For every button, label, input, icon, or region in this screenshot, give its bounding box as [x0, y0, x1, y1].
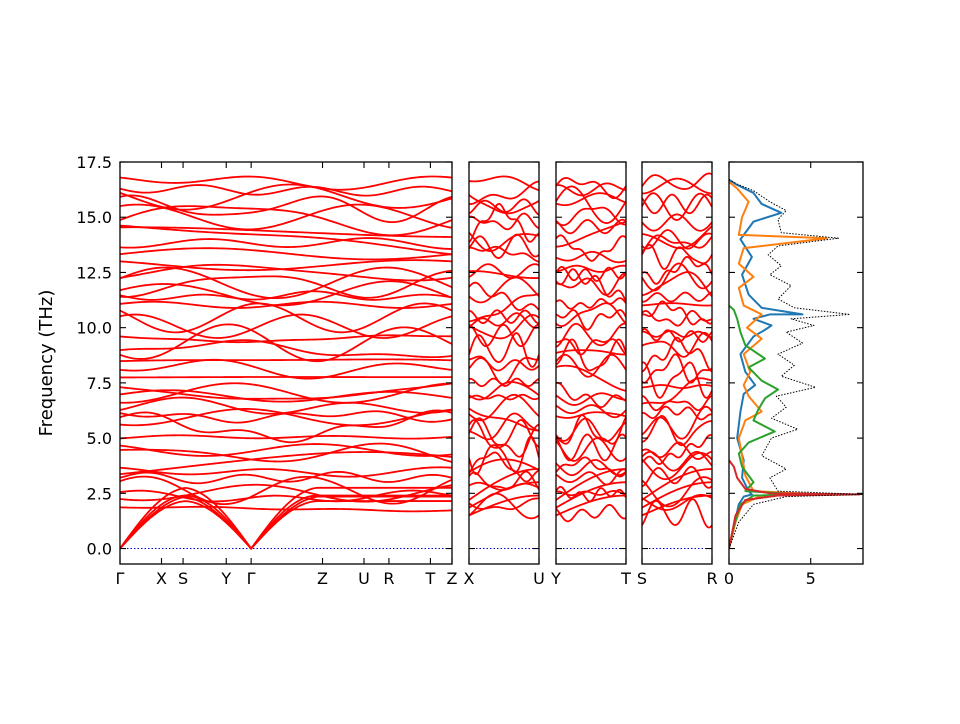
phonon-band [642, 435, 712, 464]
y-tick-label: 12.5 [76, 263, 112, 282]
phonon-band [642, 179, 712, 194]
phonon-band [642, 362, 712, 397]
phonon-band [120, 291, 452, 300]
phonon-band [642, 292, 712, 302]
phonon-band [120, 398, 452, 414]
phonon-band [556, 193, 626, 205]
y-tick-label: 17.5 [76, 153, 112, 172]
x-tick-label: S [637, 569, 647, 588]
phonon-band [642, 272, 712, 296]
y-tick-label: 2.5 [87, 484, 112, 503]
phonon-band [642, 407, 712, 439]
y-tick-label: 10.0 [76, 319, 112, 338]
y-axis-label-group: Frequency (THz) [36, 290, 57, 437]
phonon-band [556, 183, 626, 195]
x-tick-label: T [620, 569, 631, 588]
phonon-band [642, 416, 712, 445]
dos-x-tick-label: 5 [806, 569, 816, 588]
phonon-band [556, 220, 626, 234]
phonon-band [642, 303, 712, 305]
x-tick-label: T [425, 569, 436, 588]
phonon-band [556, 310, 626, 330]
phonon-band [469, 278, 539, 303]
phonon-band [556, 505, 626, 521]
phonon-band [469, 494, 539, 519]
x-tick-label: Y [550, 569, 561, 588]
phonon-band [120, 340, 452, 357]
phonon-band [120, 335, 452, 342]
phonon-band [556, 350, 626, 354]
phonon-band [642, 452, 712, 471]
x-tick-label: U [533, 569, 545, 588]
x-tick-label: Y [220, 569, 231, 588]
x-tick-label: X [464, 569, 475, 588]
phonon-band [120, 315, 452, 338]
band-lines [642, 173, 712, 548]
phonon-band [120, 177, 452, 190]
x-tick-label: Γ [116, 569, 125, 588]
y-tick-label: 7.5 [87, 374, 112, 393]
phonon-band [120, 359, 452, 361]
y-tick-label: 15.0 [76, 208, 112, 227]
phonon-band [642, 173, 712, 189]
x-tick-label: S [178, 569, 188, 588]
phonon-band [120, 435, 452, 438]
dos-curves [729, 180, 863, 549]
phonon-band [642, 214, 712, 230]
x-tick-label: X [156, 569, 167, 588]
phonon-band [556, 235, 626, 261]
phonon-band [556, 298, 626, 309]
phonon-band [120, 185, 452, 196]
band-lines [556, 178, 626, 549]
y-axis-label: Frequency (THz) [36, 290, 57, 437]
x-tick-label: R [706, 569, 717, 588]
dos-x-tick-label: 0 [724, 569, 734, 588]
phonon-band [120, 360, 452, 379]
phonon-band [469, 395, 539, 420]
x-tick-label: Z [317, 569, 328, 588]
phonon-band [642, 195, 712, 214]
phonon-band [642, 257, 712, 284]
x-tick-label: Z [447, 569, 458, 588]
x-tick-label: Γ [247, 569, 256, 588]
x-tick-label: U [358, 569, 370, 588]
acoustic-branch [556, 496, 626, 516]
band-lines [120, 177, 452, 549]
dos-panel-frame [729, 162, 863, 564]
phonon-band [469, 379, 539, 387]
x-tick-label: R [383, 569, 394, 588]
dos-partial-curve [729, 460, 860, 548]
band-lines [469, 176, 539, 548]
phonon-band [556, 405, 626, 417]
phonon-band [469, 214, 539, 230]
phonon-band [120, 248, 452, 259]
y-tick-label: 5.0 [87, 429, 112, 448]
y-tick-label: 0.0 [87, 540, 112, 559]
